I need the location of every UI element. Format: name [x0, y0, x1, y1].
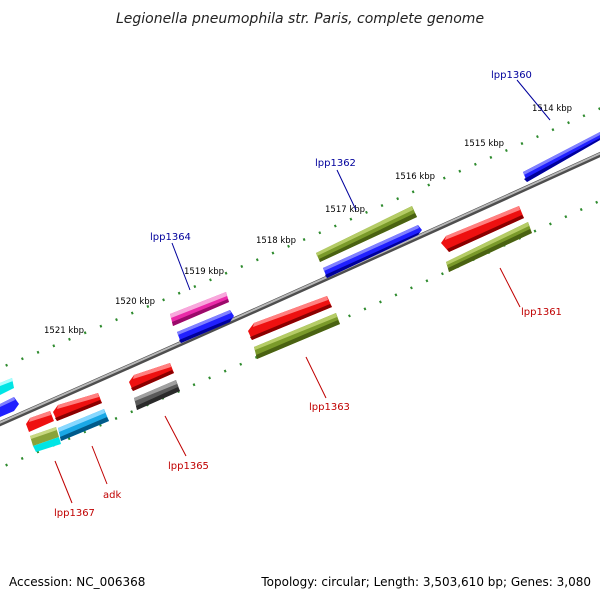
feature-red-adk-top[interactable]: [53, 393, 102, 421]
accession-text: Accession: NC_006368: [9, 575, 145, 589]
feature-cyan-edge[interactable]: [0, 378, 14, 395]
gene-label-lpp1362[interactable]: lpp1362: [315, 158, 356, 169]
feature-lpp1360[interactable]: [523, 132, 600, 182]
gene-label-adk[interactable]: adk: [103, 490, 121, 501]
feature-gray-1365b[interactable]: [134, 380, 180, 410]
feature-adk[interactable]: [58, 409, 109, 441]
gene-label-lpp1363[interactable]: lpp1363: [309, 402, 350, 413]
feature-magenta-1364a[interactable]: [170, 292, 229, 326]
feature-lpp1363[interactable]: [248, 296, 332, 340]
tick-label-1516: 1516 kbp: [395, 172, 435, 182]
tick-label-1517: 1517 kbp: [325, 205, 365, 215]
feature-lpp1361[interactable]: [441, 206, 524, 252]
leader-lines: [54, 79, 551, 504]
feature-lpp1365[interactable]: [129, 363, 174, 391]
feature-blue-edge[interactable]: [0, 397, 19, 417]
map-title: Legionella pneumophila str. Paris, compl…: [116, 11, 484, 27]
gene-label-lpp1360[interactable]: lpp1360: [491, 70, 532, 81]
tick-label-1515: 1515 kbp: [464, 139, 504, 149]
genome-backbone: [0, 151, 600, 427]
feature-lpp1367[interactable]: [26, 411, 54, 432]
gene-label-lpp1361[interactable]: lpp1361: [521, 307, 562, 318]
feature-olive-1362a[interactable]: [316, 206, 417, 262]
gene-label-lpp1367[interactable]: lpp1367: [54, 508, 95, 519]
gene-label-lpp1365[interactable]: lpp1365: [168, 461, 209, 472]
tick-label-1521: 1521 kbp: [44, 326, 84, 336]
feature-cyan-1367c[interactable]: [33, 437, 61, 452]
tick-label-1514: 1514 kbp: [532, 104, 572, 114]
feature-olive-1361b[interactable]: [446, 222, 532, 272]
tick-label-1518: 1518 kbp: [256, 236, 296, 246]
genome-summary-text: Topology: circular; Length: 3,503,610 bp…: [260, 575, 591, 589]
feature-lpp1362[interactable]: [323, 225, 422, 278]
feature-olive-1367b[interactable]: [30, 427, 59, 446]
tick-label-1520: 1520 kbp: [115, 297, 155, 307]
feature-lpp1364[interactable]: [177, 310, 234, 343]
tick-label-1519: 1519 kbp: [184, 267, 224, 277]
feature-olive-1363b[interactable]: [254, 313, 340, 359]
gene-label-lpp1364[interactable]: lpp1364: [150, 232, 191, 243]
